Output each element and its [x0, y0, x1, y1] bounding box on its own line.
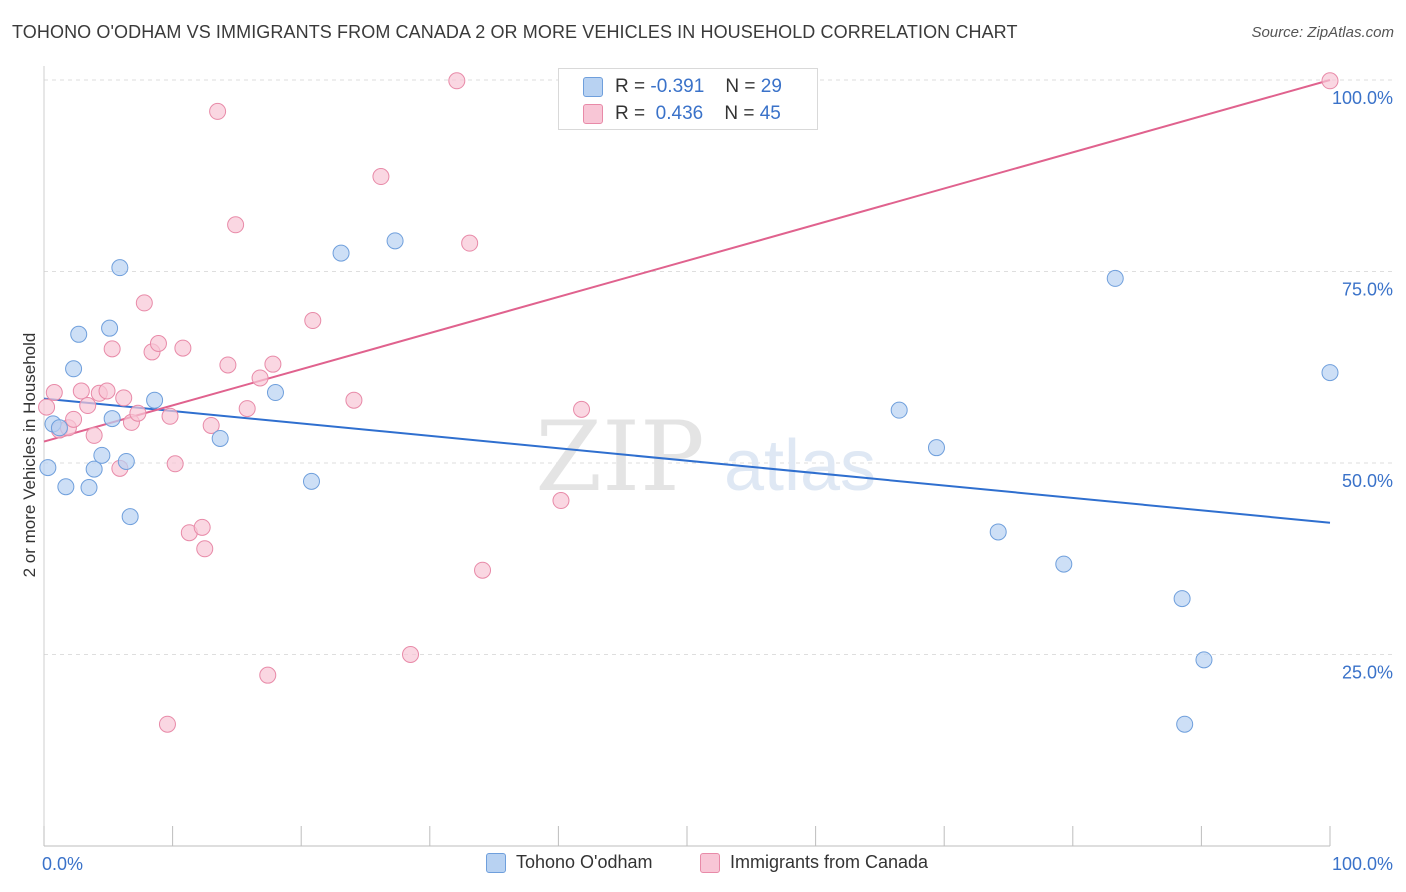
- point-tohono: [121, 508, 139, 526]
- source-label: Source: ZipAtlas.com: [1251, 24, 1394, 41]
- point-canada: [227, 216, 245, 234]
- point-tohono: [50, 419, 68, 437]
- point-canada: [38, 398, 56, 416]
- legend-r-value-canada: 0.436: [655, 103, 704, 124]
- point-tohono: [386, 232, 404, 250]
- point-canada: [573, 400, 591, 418]
- point-canada: [251, 369, 269, 387]
- point-tohono: [1173, 590, 1191, 608]
- point-tohono: [266, 384, 284, 402]
- point-tohono: [70, 325, 88, 343]
- point-canada: [129, 404, 147, 422]
- point-tohono: [332, 244, 350, 262]
- point-canada: [1321, 72, 1339, 90]
- point-tohono: [890, 401, 908, 419]
- point-canada: [45, 384, 63, 402]
- point-tohono: [101, 319, 119, 337]
- point-canada: [238, 400, 256, 418]
- point-tohono: [103, 410, 121, 428]
- point-canada: [202, 416, 220, 434]
- point-canada: [149, 335, 167, 353]
- data-points: [38, 71, 1339, 733]
- point-tohono: [1321, 364, 1339, 382]
- point-tohono: [57, 478, 75, 496]
- point-canada: [98, 382, 116, 400]
- x-tick-label: 100.0%: [1332, 854, 1393, 874]
- y-tick-label: 100.0%: [1332, 88, 1393, 108]
- legend-swatch-canada: [583, 104, 603, 124]
- point-canada: [345, 391, 363, 409]
- point-canada: [264, 355, 282, 373]
- point-canada: [166, 455, 184, 473]
- legend-swatch-tohono: [486, 852, 506, 873]
- point-canada: [135, 294, 153, 312]
- legend-r-label: R =: [615, 76, 646, 97]
- point-tohono: [111, 259, 129, 277]
- series-legend: Tohono O'odham Immigrants from Canada: [0, 852, 1406, 876]
- point-canada: [72, 382, 90, 400]
- point-canada: [85, 426, 103, 444]
- point-canada: [219, 356, 237, 374]
- point-tohono: [146, 391, 164, 409]
- legend-n-value-canada: 45: [759, 103, 781, 124]
- point-canada: [115, 389, 133, 407]
- legend-label-canada: Immigrants from Canada: [730, 852, 929, 872]
- point-canada: [174, 339, 192, 357]
- legend-item-tohono: Tohono O'odham: [486, 852, 653, 873]
- point-canada: [304, 312, 322, 330]
- point-tohono: [85, 460, 103, 478]
- legend-r-label: R =: [615, 103, 646, 124]
- point-canada: [461, 234, 479, 252]
- point-tohono: [39, 459, 57, 477]
- point-canada: [552, 492, 570, 510]
- legend-n-label: N =: [724, 103, 755, 124]
- point-tohono: [80, 479, 98, 497]
- x-tick-label: 0.0%: [42, 854, 83, 874]
- point-canada: [158, 715, 176, 733]
- point-tohono: [1106, 269, 1124, 287]
- legend-swatch-canada: [700, 852, 720, 873]
- legend-swatch-tohono: [583, 77, 603, 97]
- stats-legend: R = -0.391 N = 29 R = 0.436 N = 45: [558, 68, 818, 130]
- point-tohono: [1055, 555, 1073, 573]
- point-canada: [103, 340, 121, 358]
- point-tohono: [117, 452, 135, 470]
- point-canada: [474, 561, 492, 579]
- chart-title: TOHONO O'ODHAM VS IMMIGRANTS FROM CANADA…: [12, 22, 1018, 42]
- point-canada: [65, 410, 83, 428]
- point-tohono: [989, 523, 1007, 541]
- trend-line-tohono: [43, 397, 1331, 524]
- point-tohono: [211, 429, 229, 447]
- point-tohono: [65, 360, 83, 378]
- point-canada: [448, 72, 466, 90]
- point-tohono: [1195, 651, 1213, 669]
- point-tohono: [93, 446, 111, 464]
- legend-n-label: N =: [725, 76, 756, 97]
- point-tohono: [302, 472, 320, 490]
- legend-r-value-tohono: -0.391: [650, 76, 705, 97]
- point-canada: [161, 407, 179, 425]
- tick-labels: 25.0% 50.0% 75.0% 100.0% 0.0% 100.0%: [42, 88, 1393, 874]
- point-tohono: [1176, 715, 1194, 733]
- trend-line-canada: [43, 79, 1331, 443]
- point-canada: [196, 540, 214, 558]
- y-tick-label: 25.0%: [1342, 663, 1393, 683]
- point-canada: [259, 666, 277, 684]
- legend-n-value-tohono: 29: [760, 76, 782, 97]
- y-tick-label: 75.0%: [1342, 280, 1393, 300]
- point-canada: [79, 397, 97, 415]
- legend-item-canada: Immigrants from Canada: [700, 852, 928, 873]
- point-tohono: [927, 439, 945, 457]
- point-canada: [372, 168, 390, 186]
- axes: [43, 66, 1331, 847]
- point-canada: [402, 646, 420, 663]
- point-canada: [209, 102, 227, 120]
- watermark: ZIP atlas: [535, 401, 876, 513]
- grid-lines: [44, 79, 1395, 655]
- legend-label-tohono: Tohono O'odham: [516, 852, 653, 872]
- point-canada: [193, 518, 211, 536]
- y-tick-label: 50.0%: [1342, 471, 1393, 491]
